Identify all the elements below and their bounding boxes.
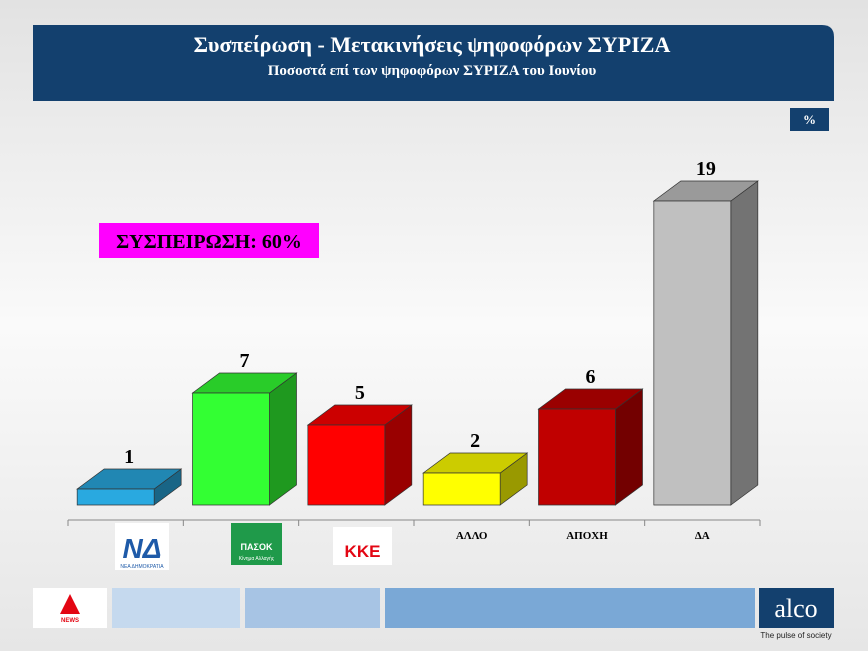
value-label: 7	[240, 350, 250, 372]
bar	[537, 388, 644, 506]
bar-front	[76, 488, 155, 506]
annotation-box	[99, 223, 319, 258]
slogan: The pulse of society	[760, 631, 831, 640]
footer-bar	[385, 588, 755, 628]
kke-logo-text: ΚΚΕ	[345, 542, 381, 561]
bar-front	[422, 472, 501, 506]
header-band	[33, 25, 834, 101]
chart-subtitle: Ποσοστά επί των ψηφοφόρων ΣΥΡΙΖΑ του Ιου…	[268, 63, 597, 79]
bar	[306, 404, 413, 506]
value-label: 5	[355, 382, 365, 404]
value-label: 6	[586, 366, 596, 388]
annotation: ΣΥΣΠΕΙΡΩΣΗ: 60%	[116, 231, 302, 253]
unit-box	[790, 108, 829, 131]
bar-front	[307, 424, 386, 506]
nd-logo-caption: ΝΕΑ ΔΗΜΟΚΡΑΤΙΑ	[120, 564, 164, 570]
bar	[76, 468, 183, 506]
value-label: 2	[470, 430, 480, 452]
kke-logo	[333, 527, 392, 565]
value-label: 1	[124, 446, 134, 468]
pasok-logo-text: ΠΑΣΟΚ	[241, 542, 273, 552]
bar-front	[653, 200, 732, 506]
x-tick-label: ΑΛΛΟ	[456, 530, 488, 542]
bar-side	[269, 372, 297, 506]
brand: alco	[774, 594, 817, 623]
value-label: 19	[696, 158, 716, 180]
pasok-logo-caption: Κίνημα Αλλαγής	[239, 555, 275, 562]
news-logo-mark	[60, 594, 80, 614]
news-logo-text: NEWS	[61, 618, 79, 624]
x-tick-label: ΑΠΟΧΗ	[566, 530, 608, 542]
bar	[191, 372, 298, 506]
bar	[652, 180, 759, 506]
footer-bar	[245, 588, 380, 628]
nd-logo-text: ΝΔ	[122, 533, 161, 564]
unit-label: %	[803, 112, 816, 127]
footer-bar	[112, 588, 240, 628]
pasok-logo	[231, 523, 282, 565]
bar-front	[192, 392, 270, 506]
bar-side	[730, 180, 759, 506]
x-tick-label: ΔΑ	[695, 530, 710, 542]
chart-title: Συσπείρωση - Μετακινήσεις ψηφοφόρων ΣΥΡΙ…	[194, 32, 671, 57]
nd-logo	[115, 523, 169, 570]
bar-front	[538, 408, 616, 506]
bar	[422, 452, 529, 506]
brand-box	[759, 588, 834, 628]
